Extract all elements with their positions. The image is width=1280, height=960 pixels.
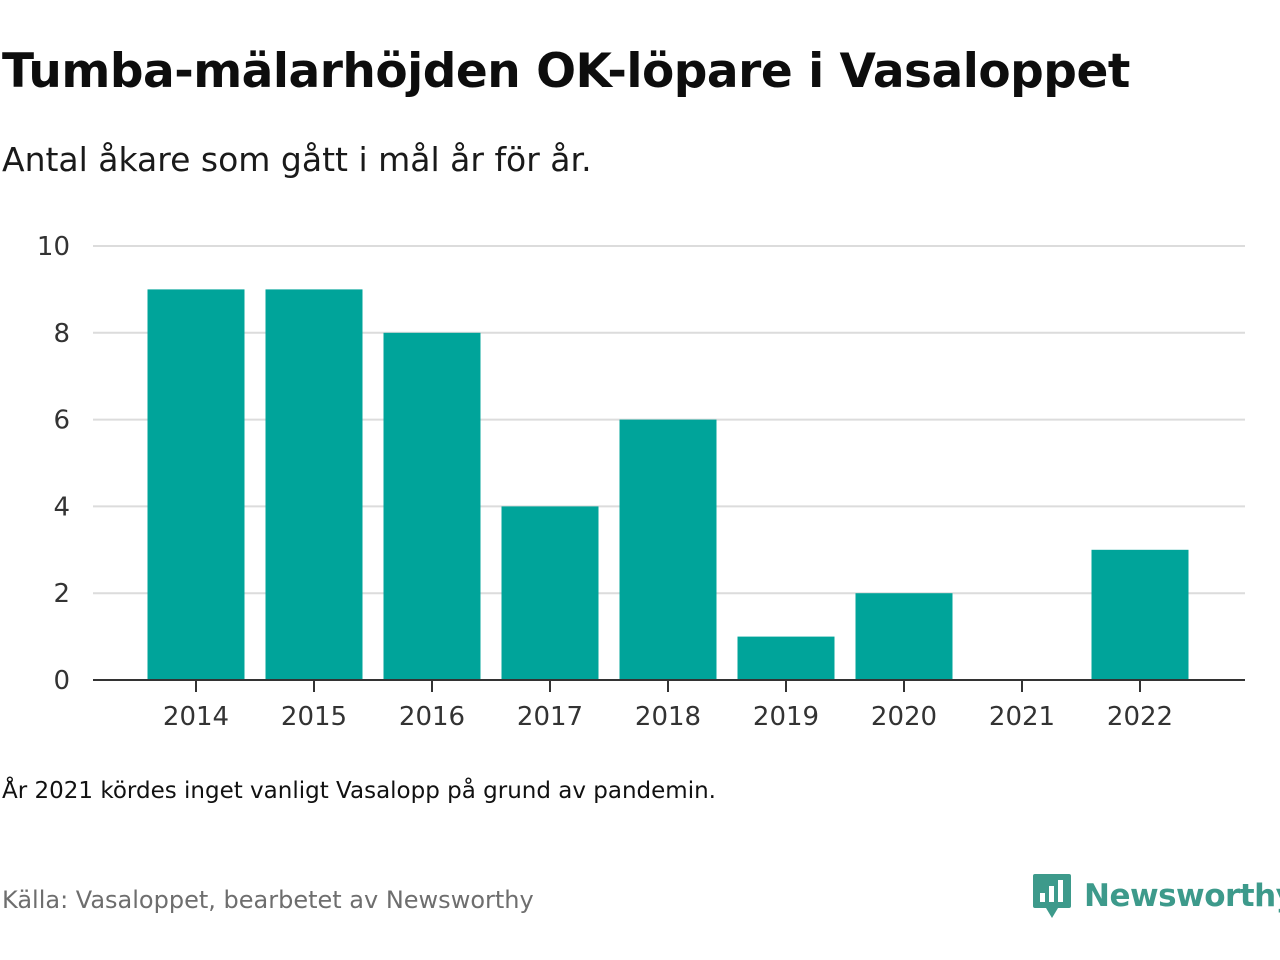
source-credit: Källa: Vasaloppet, bearbetet av Newswort… [2,886,534,914]
x-tick-label: 2020 [871,702,937,732]
bar-2019 [737,636,835,680]
brand-logo: Newsworthy [1032,872,1280,920]
x-tick-label: 2021 [989,702,1055,732]
bar-chart: 0 2 4 6 8 10 2014 2015 2016 2017 2018 2019 2020 2021 2… [37,232,1245,732]
y-tick-label: 2 [53,579,70,609]
y-tick-label: 4 [53,492,70,522]
y-tick-label: 6 [53,406,70,436]
brand-name: Newsworthy [1084,878,1280,914]
x-tick-label: 2018 [635,702,701,732]
bar-2015 [265,289,363,680]
x-tick-label: 2016 [399,702,465,732]
bar-2017 [501,506,599,680]
x-tick-label: 2017 [517,702,583,732]
chart-subtitle: Antal åkare som gått i mål år för år. [2,140,592,179]
x-tick-label: 2014 [163,702,229,732]
x-tick-label: 2019 [753,702,819,732]
y-tick-label: 8 [53,319,70,349]
chart-title: Tumba-mälarhöjden OK-löpare i Vasaloppet [2,44,1130,99]
bar-2022 [1091,549,1189,680]
bar-2018 [619,419,717,680]
bar-2014 [147,289,245,680]
newsworthy-logo-icon [1033,874,1071,918]
bar-2016 [383,332,481,680]
bar-2020 [855,593,953,680]
x-tick-label: 2022 [1107,702,1173,732]
y-tick-label: 0 [53,666,70,696]
chart-note: År 2021 kördes inget vanligt Vasalopp på… [2,778,716,804]
x-tick-label: 2015 [281,702,347,732]
y-tick-label: 10 [37,232,70,262]
